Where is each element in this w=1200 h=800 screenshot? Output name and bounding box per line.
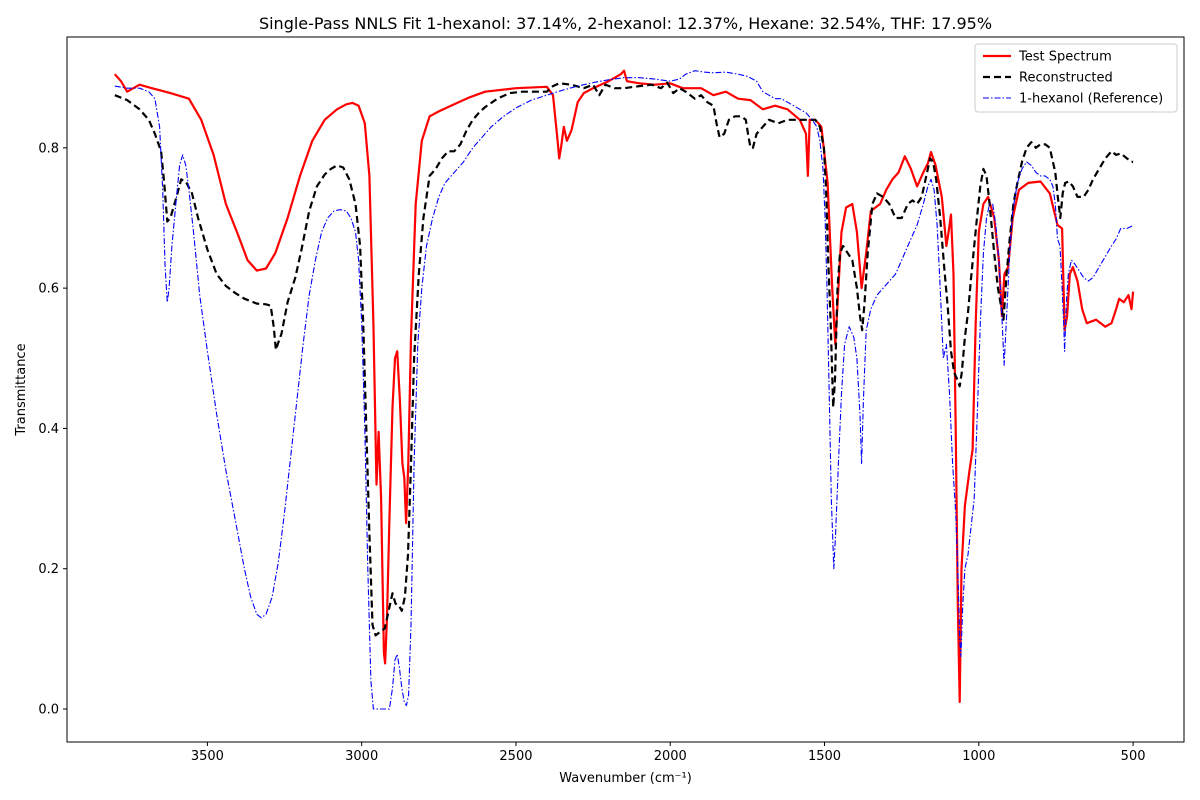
- legend-label-0: Test Spectrum: [1018, 50, 1112, 65]
- x-tick-label: 2000: [654, 749, 687, 764]
- y-tick-label: 0.8: [38, 141, 59, 156]
- series-line-2: [114, 70, 1134, 710]
- series-line-1: [114, 81, 1134, 637]
- x-tick-label: 1500: [808, 749, 841, 764]
- y-tick-label: 0.0: [38, 703, 59, 718]
- y-axis-label: Transmittance: [14, 343, 29, 436]
- legend-label-2: 1-hexanol (Reference): [1019, 92, 1163, 107]
- x-tick-label: 3500: [191, 749, 224, 764]
- y-tick-label: 0.6: [38, 282, 59, 297]
- legend-label-1: Reconstructed: [1019, 71, 1113, 86]
- legend-box: [974, 43, 1178, 113]
- legend: Test Spectrum Reconstructed 1-hexanol (Ref…: [974, 43, 1178, 113]
- x-axis: 3500 3000 2500 2000 1500 1000 500: [191, 742, 1146, 764]
- y-axis: 0.0 0.2 0.4 0.6 0.8: [38, 141, 67, 718]
- x-tick-label: 500: [1121, 749, 1146, 764]
- chart-title: Single-Pass NNLS Fit 1-hexanol: 37.14%, …: [259, 14, 992, 33]
- x-axis-label: Wavenumber (cm⁻¹): [559, 771, 692, 786]
- series-layer: [113, 69, 1135, 710]
- plot-area-frame: [66, 36, 1185, 743]
- x-tick-label: 2500: [499, 749, 532, 764]
- y-tick-label: 0.4: [38, 422, 59, 437]
- y-tick-label: 0.2: [38, 562, 59, 577]
- x-tick-label: 1000: [962, 749, 995, 764]
- x-tick-label: 3000: [345, 749, 378, 764]
- series-line-0: [113, 69, 1135, 704]
